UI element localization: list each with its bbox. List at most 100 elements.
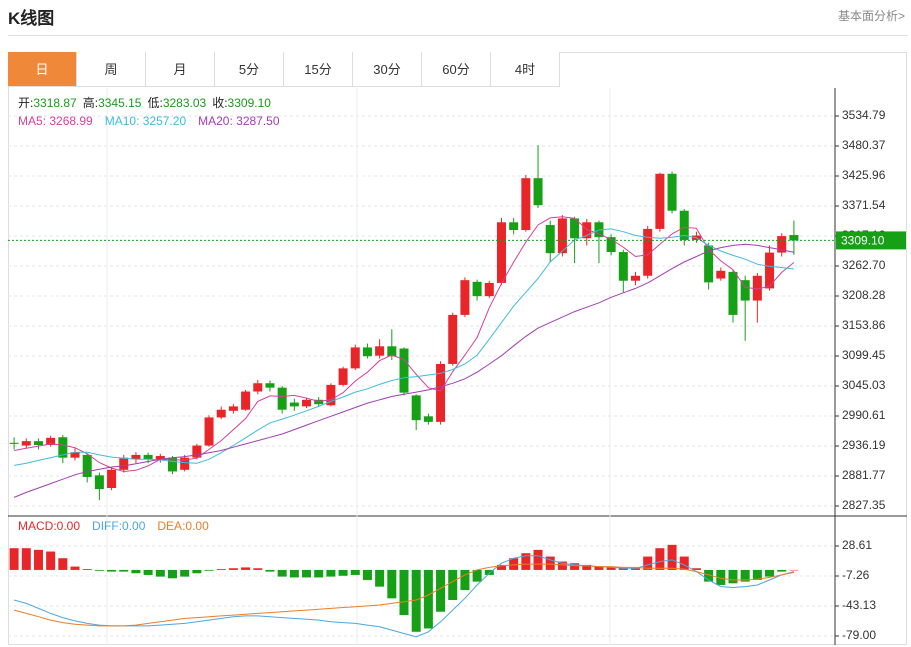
candle-body <box>777 236 787 253</box>
macd-bar <box>21 548 31 570</box>
info-value: 3283.03 <box>163 96 207 110</box>
macd-bar <box>289 569 299 578</box>
legend-entry: DEA:0.00 <box>157 519 209 533</box>
legend-entry: MA10: 3257.20 <box>105 114 187 128</box>
period-tab[interactable]: 日 <box>8 52 77 87</box>
macd-bar <box>411 569 421 632</box>
y-tick-label: 3371.54 <box>842 198 886 212</box>
candle-body <box>265 383 275 388</box>
y-tick-label: 3262.70 <box>842 258 886 272</box>
y-tick-label: -79.00 <box>842 628 876 642</box>
y-tick-label: 3208.28 <box>842 288 886 302</box>
indicator-line <box>13 555 795 638</box>
info-label: 高: <box>83 95 98 110</box>
period-tab[interactable]: 30分 <box>353 52 422 87</box>
macd-bar <box>253 568 263 570</box>
y-tick-label: 2936.19 <box>842 438 886 452</box>
candle-body <box>82 454 92 477</box>
macd-bar <box>265 569 275 572</box>
y-tick-label: 3153.86 <box>842 318 886 332</box>
macd-bar <box>46 551 56 570</box>
period-tab[interactable]: 5分 <box>215 52 284 87</box>
macd-bar <box>472 569 482 582</box>
period-tab[interactable]: 15分 <box>284 52 353 87</box>
candle-body <box>9 442 19 444</box>
candle-body <box>533 178 543 206</box>
macd-bar <box>618 568 628 570</box>
candle-body <box>70 452 80 458</box>
legend-entry: MA5: 3268.99 <box>18 114 93 128</box>
macd-bar <box>277 569 287 577</box>
legend-entry: MA20: 3287.50 <box>198 114 280 128</box>
header-rule <box>8 35 908 36</box>
macd-bar <box>192 569 202 574</box>
macd-bar <box>375 569 385 587</box>
macd-bar <box>33 549 43 570</box>
candle-body <box>484 282 494 297</box>
candle-body <box>58 437 68 458</box>
macd-bar <box>9 548 19 570</box>
candle-body <box>362 347 372 357</box>
candle-body <box>667 173 677 211</box>
macd-legend: MACD:0.00 DIFF:0.00 DEA:0.00 <box>18 519 209 533</box>
y-tick-label: 3425.96 <box>842 168 886 182</box>
candle-body <box>192 445 202 458</box>
candle-body <box>521 178 531 231</box>
candle-body <box>557 218 567 254</box>
y-tick-label: 28.61 <box>842 538 872 552</box>
candle-body <box>740 280 750 301</box>
candle-body <box>472 281 482 297</box>
candle-body <box>496 222 506 283</box>
candle-body <box>655 173 665 229</box>
ma-legend: MA5: 3268.99 MA10: 3257.20 MA20: 3287.50 <box>18 114 280 128</box>
macd-bar <box>533 549 543 570</box>
candle-body <box>289 402 299 407</box>
candle-body <box>314 399 324 405</box>
candle-body <box>545 225 555 254</box>
macd-bar <box>545 556 555 570</box>
candle-body <box>436 363 446 422</box>
candle-body <box>21 441 31 446</box>
macd-bar <box>423 569 433 629</box>
macd-bar <box>70 566 80 570</box>
y-tick-label: 2881.77 <box>842 468 886 482</box>
macd-bar <box>387 569 397 599</box>
macd-bar <box>460 569 470 590</box>
macd-bar <box>777 569 787 572</box>
candle-body <box>411 395 421 421</box>
ohlc-info: 开:3318.87 高:3345.15 低:3283.03 收:3309.10 <box>18 95 271 110</box>
candle-body <box>582 222 592 239</box>
macd-bar <box>643 556 653 570</box>
macd-bar <box>167 569 178 579</box>
candle-body <box>46 437 56 445</box>
y-tick-label: 2990.61 <box>842 408 886 422</box>
macd-bar <box>691 568 701 570</box>
candle-body <box>241 391 251 410</box>
macd-bar <box>582 564 592 570</box>
period-tab[interactable]: 4时 <box>491 52 560 87</box>
macd-bar <box>679 556 689 570</box>
period-tab[interactable]: 60分 <box>422 52 491 87</box>
macd-bar <box>155 569 165 577</box>
period-tab[interactable]: 月 <box>146 52 215 87</box>
candle-body <box>302 399 312 407</box>
macd-bar <box>82 569 92 570</box>
macd-bar <box>362 569 372 580</box>
macd-bar <box>740 569 750 582</box>
macd-bar <box>704 569 714 582</box>
macd-bar <box>94 569 104 571</box>
macd-bar <box>143 569 153 575</box>
candle-body <box>606 237 616 253</box>
y-tick-label: 3099.45 <box>842 348 886 362</box>
period-tab[interactable]: 周 <box>77 52 146 87</box>
indicator-line <box>14 216 795 473</box>
macd-bar <box>314 569 324 578</box>
macd-bar <box>509 558 519 570</box>
y-tick-label: -7.26 <box>842 568 870 582</box>
info-label: 收: <box>212 96 227 110</box>
analysis-link[interactable]: 基本面分析> <box>837 9 905 23</box>
page-title: K线图 <box>8 9 55 28</box>
macd-bar <box>728 569 738 584</box>
candle-body <box>630 275 641 281</box>
